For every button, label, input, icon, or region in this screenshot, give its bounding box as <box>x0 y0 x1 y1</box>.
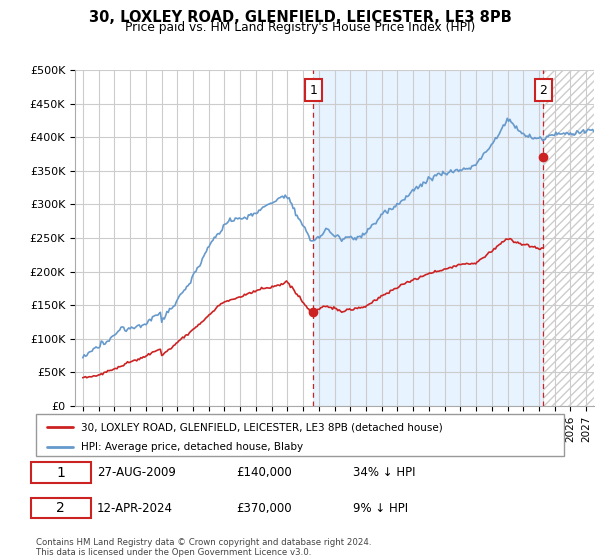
Text: 9% ↓ HPI: 9% ↓ HPI <box>353 502 408 515</box>
Text: 30, LOXLEY ROAD, GLENFIELD, LEICESTER, LE3 8PB: 30, LOXLEY ROAD, GLENFIELD, LEICESTER, L… <box>89 10 511 25</box>
Text: £370,000: £370,000 <box>236 502 292 515</box>
Text: Contains HM Land Registry data © Crown copyright and database right 2024.
This d: Contains HM Land Registry data © Crown c… <box>36 538 371 557</box>
Text: 1: 1 <box>56 466 65 480</box>
Text: 30, LOXLEY ROAD, GLENFIELD, LEICESTER, LE3 8PB (detached house): 30, LOXLEY ROAD, GLENFIELD, LEICESTER, L… <box>81 422 443 432</box>
Text: 12-APR-2024: 12-APR-2024 <box>97 502 173 515</box>
Text: 2: 2 <box>56 501 65 515</box>
Text: Price paid vs. HM Land Registry's House Price Index (HPI): Price paid vs. HM Land Registry's House … <box>125 21 475 34</box>
Text: 27-AUG-2009: 27-AUG-2009 <box>97 466 176 479</box>
Text: £140,000: £140,000 <box>236 466 292 479</box>
Bar <box>544 70 594 406</box>
Bar <box>313 70 544 406</box>
Text: 2: 2 <box>539 83 547 97</box>
Text: HPI: Average price, detached house, Blaby: HPI: Average price, detached house, Blab… <box>81 442 303 452</box>
FancyBboxPatch shape <box>31 463 91 483</box>
Text: 34% ↓ HPI: 34% ↓ HPI <box>353 466 415 479</box>
Text: 1: 1 <box>310 83 317 97</box>
FancyBboxPatch shape <box>31 498 91 519</box>
